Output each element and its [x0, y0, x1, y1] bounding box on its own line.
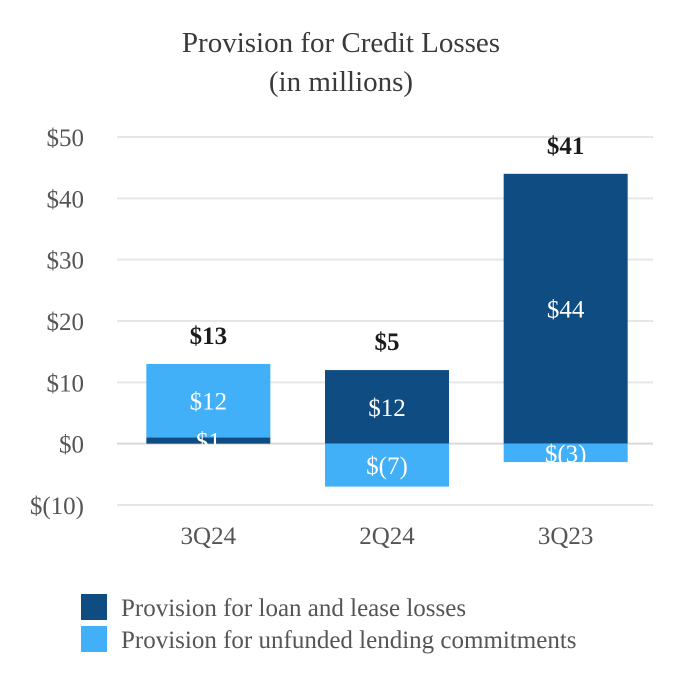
chart-title: Provision for Credit Losses — [182, 27, 500, 59]
y-tick-label: $0 — [59, 432, 84, 459]
bar-2q24-unfunded — [325, 443, 449, 487]
segment-label-2q24-unfunded: $(7) — [366, 453, 408, 480]
y-tick-label: $(10) — [30, 493, 84, 520]
legend: Provision for loan and lease losses Prov… — [81, 594, 577, 654]
segment-label-3q23-unfunded: $(3) — [545, 441, 587, 468]
bar-2q24-loan-lease — [325, 370, 449, 444]
total-label-3q24: $13 — [190, 323, 228, 350]
bar-3q23-unfunded — [503, 443, 628, 463]
bar-3q24-loan-lease — [146, 437, 271, 444]
chart-subtitle: (in millions) — [269, 66, 413, 98]
segment-label-3q24-loan-lease: $1 — [196, 429, 221, 456]
y-tick-label: $20 — [47, 309, 85, 336]
x-tick-label-2q24: 2Q24 — [359, 523, 415, 550]
x-tick-label-3q24: 3Q24 — [181, 523, 237, 550]
segment-label-2q24-loan-lease: $12 — [368, 395, 406, 422]
y-tick-label: $50 — [47, 125, 85, 152]
legend-swatch-loan-lease — [81, 594, 107, 620]
total-label-3q23: $41 — [547, 133, 585, 160]
segment-label-3q23-loan-lease: $44 — [547, 297, 585, 324]
segment-label-3q24-unfunded: $12 — [190, 389, 228, 416]
legend-label-unfunded-commitments: Provision for unfunded lending commitmen… — [121, 627, 577, 654]
total-label-2q24: $5 — [375, 329, 400, 356]
y-tick-label: $10 — [47, 370, 85, 397]
legend-swatch-unfunded-commitments — [81, 626, 107, 652]
bars-layer — [146, 173, 628, 487]
y-tick-label: $40 — [47, 186, 85, 213]
bar-3q23-loan-lease — [503, 173, 628, 444]
labels-layer: $1 $12 $13 3Q24 $12 $(7) $5 2Q24 $44 $(3) $41 3Q23 — [181, 133, 594, 550]
y-tick-label: $30 — [47, 248, 85, 275]
bar-3q24-unfunded — [146, 363, 271, 438]
legend-label-loan-lease: Provision for loan and lease losses — [121, 595, 466, 622]
x-tick-label-3q23: 3Q23 — [538, 523, 594, 550]
